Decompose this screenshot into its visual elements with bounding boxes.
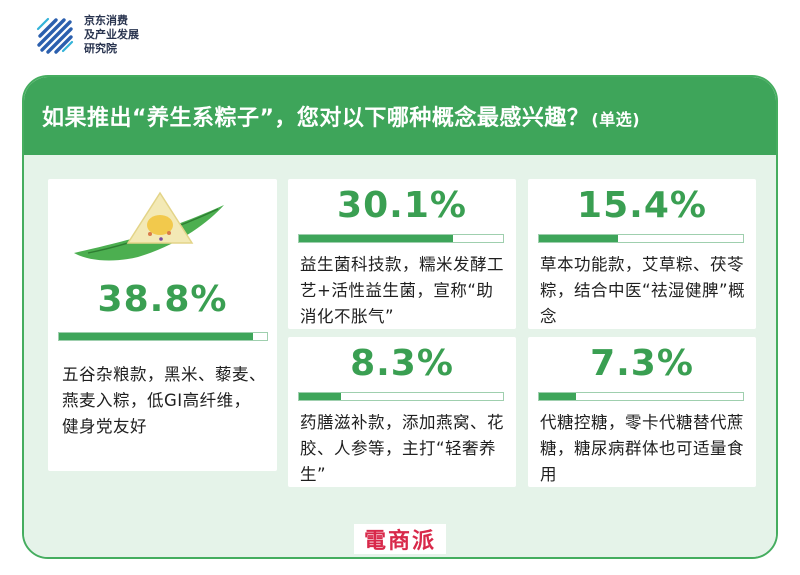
value-label-1: 38.8% (97, 279, 228, 320)
progress-bar-1 (58, 332, 268, 341)
chart-title: 如果推出“养生系粽子”，您对以下哪种概念最感兴趣？ (单选) (42, 100, 640, 132)
bar-fill-3 (539, 235, 618, 242)
option-card-1: 38.8% 五谷杂粮款，黑米、藜麦、燕麦入粽，低GI高纤维，健身党友好 (48, 179, 277, 471)
zongzi-leaf-icon (74, 191, 224, 261)
cards-area: 38.8% 五谷杂粮款，黑米、藜麦、燕麦入粽，低GI高纤维，健身党友好 30.1… (24, 155, 776, 557)
option-card-5: 7.3% 代糖控糖，零卡代糖替代蔗糖，糖尿病群体也可适量食用 (528, 337, 756, 487)
option-card-4: 8.3% 药膳滋补款，添加燕窝、花胶、人参等，主打“轻奢养生” (288, 337, 516, 487)
option-description-2: 益生菌科技款，糯米发酵工艺+活性益生菌，宣称“助消化不胀气” (300, 255, 504, 326)
option-description-1: 五谷杂粮款，黑米、藜麦、燕麦入粽，低GI高纤维，健身党友好 (62, 365, 266, 436)
value-label-5: 7.3% (590, 343, 694, 384)
survey-panel: 如果推出“养生系粽子”，您对以下哪种概念最感兴趣？ (单选) 38.8% 五谷杂粮… (22, 75, 778, 559)
option-description-3: 草本功能款，艾草粽、茯苓粽，结合中医“祛湿健脾”概念 (540, 255, 746, 326)
stripe-logo-icon (36, 17, 74, 54)
value-label-2: 30.1% (337, 185, 467, 226)
brand-line-2: 及产业发展 (84, 28, 139, 41)
brand-logo: 京东消费 及产业发展 研究院 (34, 14, 139, 56)
chart-title-note: (单选) (591, 110, 641, 129)
brand-line-1: 京东消费 (84, 14, 128, 27)
bar-fill-5 (539, 393, 577, 400)
bar-fill-2 (299, 235, 453, 242)
value-label-4: 8.3% (350, 343, 454, 384)
value-label-3: 15.4% (577, 185, 707, 226)
progress-bar-3 (538, 234, 744, 243)
option-description-5: 代糖控糖，零卡代糖替代蔗糖，糖尿病群体也可适量食用 (540, 413, 744, 484)
bar-fill-4 (299, 393, 342, 400)
brand-line-3: 研究院 (84, 42, 117, 55)
progress-bar-4 (298, 392, 504, 401)
option-card-2: 30.1% 益生菌科技款，糯米发酵工艺+活性益生菌，宣称“助消化不胀气” (288, 179, 516, 329)
option-description-4: 药膳滋补款，添加燕窝、花胶、人参等，主打“轻奢养生” (300, 413, 504, 484)
chart-title-main: 如果推出“养生系粽子”，您对以下哪种概念最感兴趣？ (42, 106, 590, 131)
brand-name: 京东消费 及产业发展 研究院 (84, 14, 139, 56)
bar-fill-1 (59, 333, 254, 340)
progress-bar-2 (298, 234, 504, 243)
watermark-logo: 電商派 (354, 524, 446, 554)
option-card-3: 15.4% 草本功能款，艾草粽、茯苓粽，结合中医“祛湿健脾”概念 (528, 179, 756, 329)
title-bar: 如果推出“养生系粽子”，您对以下哪种概念最感兴趣？ (单选) (24, 77, 776, 155)
progress-bar-5 (538, 392, 744, 401)
